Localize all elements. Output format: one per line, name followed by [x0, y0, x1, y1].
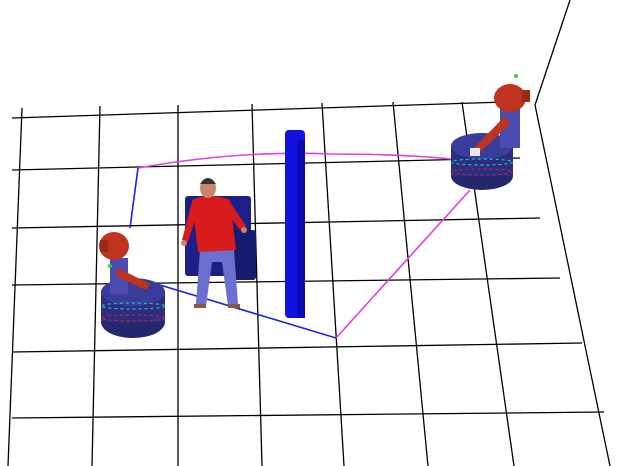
grid-line: [11, 342, 583, 353]
grid-line: [11, 101, 506, 119]
robot-paths: [129, 152, 476, 339]
floor-grid: [7, 0, 611, 466]
grid-line: [11, 157, 521, 171]
grid-line: [91, 105, 101, 466]
grid-line: [251, 103, 263, 466]
grid-line: [534, 0, 571, 106]
grid-line: [11, 411, 605, 419]
human-figure[interactable]: [181, 178, 247, 308]
blue-path: [129, 167, 337, 339]
magenta-path: [137, 152, 476, 339]
grid-line: [7, 107, 23, 466]
grid-line: [392, 101, 429, 466]
grid-line: [321, 102, 345, 466]
wall-panel[interactable]: [285, 130, 305, 318]
robot-left[interactable]: [99, 232, 166, 338]
grid-line: [534, 104, 611, 466]
robot-right[interactable]: [450, 74, 530, 190]
grid-line: [11, 217, 541, 229]
